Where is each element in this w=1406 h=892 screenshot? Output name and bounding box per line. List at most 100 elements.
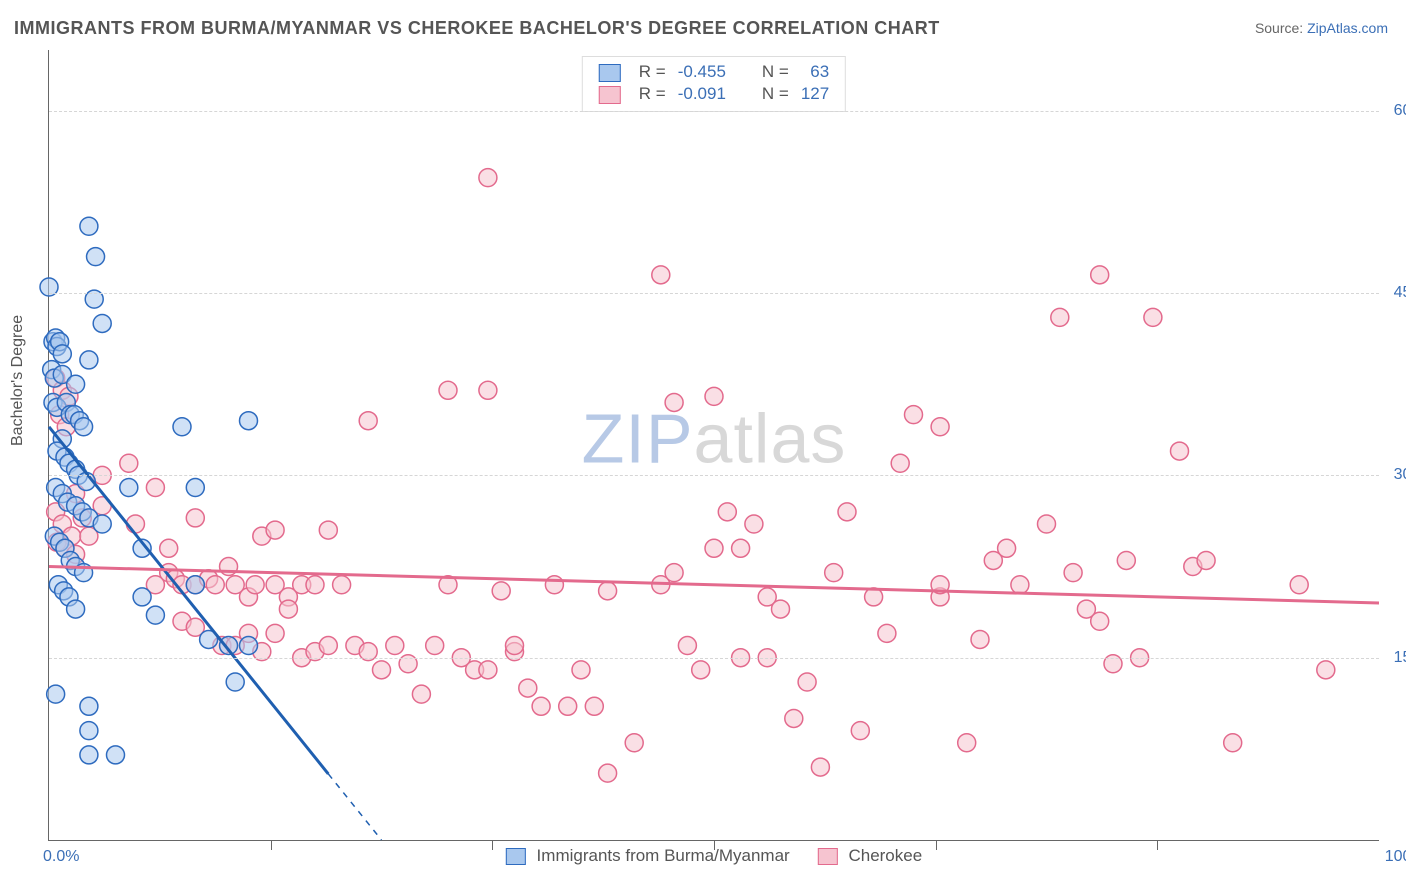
data-point xyxy=(146,479,164,497)
data-point xyxy=(1051,308,1069,326)
data-point xyxy=(226,673,244,691)
x-tick xyxy=(1157,840,1158,850)
chart-svg xyxy=(49,50,1379,840)
y-tick-label: 45.0% xyxy=(1394,284,1406,302)
data-point xyxy=(306,576,324,594)
data-point xyxy=(67,600,85,618)
data-point xyxy=(572,661,590,679)
data-point xyxy=(838,503,856,521)
source-label: Source: xyxy=(1255,20,1303,36)
y-axis-title: Bachelor's Degree xyxy=(9,315,27,446)
source: Source: ZipAtlas.com xyxy=(1255,20,1388,36)
data-point xyxy=(186,509,204,527)
data-point xyxy=(599,764,617,782)
data-point xyxy=(958,734,976,752)
data-point xyxy=(1038,515,1056,533)
data-point xyxy=(599,582,617,600)
data-point xyxy=(412,685,430,703)
data-point xyxy=(333,576,351,594)
data-point xyxy=(718,503,736,521)
data-point xyxy=(80,217,98,235)
data-point xyxy=(120,479,138,497)
data-point xyxy=(359,412,377,430)
data-point xyxy=(266,624,284,642)
data-point xyxy=(506,637,524,655)
data-point xyxy=(93,314,111,332)
data-point xyxy=(665,564,683,582)
data-point xyxy=(80,351,98,369)
data-point xyxy=(67,375,85,393)
data-point xyxy=(971,630,989,648)
x-tick xyxy=(714,840,715,850)
data-point xyxy=(1117,551,1135,569)
chart-title: IMMIGRANTS FROM BURMA/MYANMAR VS CHEROKE… xyxy=(14,18,940,39)
x-axis-min: 0.0% xyxy=(43,848,79,866)
data-point xyxy=(160,539,178,557)
gridline xyxy=(49,475,1379,476)
data-point xyxy=(479,169,497,187)
data-point xyxy=(785,709,803,727)
data-point xyxy=(386,637,404,655)
data-point xyxy=(80,697,98,715)
data-point xyxy=(1144,308,1162,326)
trend-line-extrapolated xyxy=(328,774,381,840)
plot-area: ZIPatlas R =-0.455N =63R =-0.091N =127 I… xyxy=(48,50,1379,841)
data-point xyxy=(878,624,896,642)
series-label: Cherokee xyxy=(848,846,922,865)
data-point xyxy=(851,722,869,740)
data-point xyxy=(240,637,258,655)
gridline xyxy=(49,111,1379,112)
x-tick xyxy=(936,840,937,850)
gridline xyxy=(49,293,1379,294)
data-point xyxy=(87,248,105,266)
data-point xyxy=(1290,576,1308,594)
data-point xyxy=(745,515,763,533)
data-point xyxy=(319,637,337,655)
data-point xyxy=(1064,564,1082,582)
data-point xyxy=(146,606,164,624)
data-point xyxy=(107,746,125,764)
data-point xyxy=(585,697,603,715)
data-point xyxy=(998,539,1016,557)
data-point xyxy=(705,539,723,557)
data-point xyxy=(732,539,750,557)
data-point xyxy=(479,661,497,679)
data-point xyxy=(173,418,191,436)
data-point xyxy=(133,588,151,606)
series-swatch xyxy=(818,848,838,865)
series-swatch xyxy=(506,848,526,865)
gridline xyxy=(49,658,1379,659)
data-point xyxy=(652,266,670,284)
data-point xyxy=(931,418,949,436)
legend-item: Cherokee xyxy=(818,846,922,865)
x-tick xyxy=(492,840,493,850)
data-point xyxy=(1091,266,1109,284)
data-point xyxy=(439,381,457,399)
data-point xyxy=(206,576,224,594)
data-point xyxy=(1224,734,1242,752)
data-point xyxy=(705,387,723,405)
data-point xyxy=(1197,551,1215,569)
data-point xyxy=(1091,612,1109,630)
series-label: Immigrants from Burma/Myanmar xyxy=(537,846,790,865)
data-point xyxy=(266,521,284,539)
data-point xyxy=(519,679,537,697)
data-point xyxy=(75,418,93,436)
y-tick-label: 60.0% xyxy=(1394,102,1406,120)
y-tick-label: 30.0% xyxy=(1394,466,1406,484)
source-link[interactable]: ZipAtlas.com xyxy=(1307,20,1388,36)
data-point xyxy=(53,345,71,363)
data-point xyxy=(186,479,204,497)
data-point xyxy=(80,722,98,740)
y-tick-label: 15.0% xyxy=(1394,649,1406,667)
x-tick xyxy=(271,840,272,850)
data-point xyxy=(93,515,111,533)
data-point xyxy=(120,454,138,472)
data-point xyxy=(240,412,258,430)
data-point xyxy=(246,576,264,594)
data-point xyxy=(772,600,790,618)
data-point xyxy=(905,406,923,424)
data-point xyxy=(532,697,550,715)
data-point xyxy=(1317,661,1335,679)
data-point xyxy=(811,758,829,776)
